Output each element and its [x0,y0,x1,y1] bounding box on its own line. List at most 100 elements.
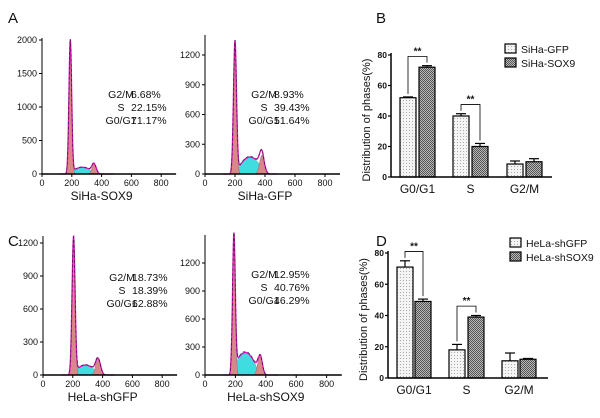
bar [519,358,537,379]
legend-label: HeLa-shGFP [526,238,587,250]
y-tick-label: 600 [185,314,200,324]
x-tick-label: 800 [155,379,170,389]
y-tick-label: 1500 [17,69,37,79]
y-tick-label: 80 [375,248,385,258]
y-tick-label: 40 [378,111,388,121]
significance-label: ** [414,47,422,58]
phase-label: S [118,285,125,297]
x-tick-label: 400 [94,178,109,188]
category-label: S [462,383,470,397]
x-tick-label: 200 [64,178,79,188]
y-axis-label: Distribution of phases(%) [358,258,370,381]
y-tick-label: 300 [185,342,200,352]
panel-label: A [8,10,18,27]
phase-value: 18.39% [132,285,168,297]
y-tick-label: 900 [185,80,200,90]
legend-swatch [504,57,517,68]
bar [396,266,414,379]
y-tick-label: 0 [382,172,387,182]
y-tick-label: 1200 [18,238,38,248]
significance-bracket [404,251,424,297]
data-line [223,40,277,175]
significance-bracket [460,104,481,141]
legend-label: SiHa-SOX9 [521,58,575,70]
phase-value: 71.17% [131,115,167,127]
phase-label: G2/M [108,89,134,101]
x-tick-label: 600 [289,379,304,389]
y-tick-label: 1200 [180,50,200,60]
bar [506,163,524,178]
y-tick-label: 20 [375,342,385,352]
category-label: G2/M [510,182,539,196]
y-tick-label: 2000 [17,35,37,45]
panel-label: C [8,233,19,250]
phase-value: 62.88% [132,298,168,310]
data-line [59,39,114,175]
y-tick-label: 300 [185,139,200,149]
bar [414,300,432,379]
y-tick-label: 60 [375,279,385,289]
legend-swatch [509,237,522,248]
x-tick-label: 0 [40,379,45,389]
category-label: S [466,182,474,196]
phase-value: 12.95% [274,269,310,281]
significance-label: ** [467,95,475,106]
bar [471,145,489,178]
x-axis-label: HeLa-shGFP [68,390,138,404]
legend-swatch [509,251,522,262]
bar [448,349,466,379]
x-tick-label: 0 [202,379,207,389]
y-tick-label: 900 [23,271,38,281]
phase-value: 8.93% [274,89,304,101]
bar [452,115,470,178]
x-tick-label: 800 [319,379,334,389]
x-axis-label: HeLa-shSOX9 [227,390,305,404]
phase-value: 51.64% [274,115,310,127]
x-tick-label: 200 [65,379,80,389]
y-tick-label: 300 [23,337,38,347]
bar [501,360,519,379]
phase-value: 6.68% [131,89,161,101]
bar [525,161,543,178]
x-tick-label: 600 [125,379,140,389]
y-tick-label: 60 [378,81,388,91]
category-label: G0/G1 [400,182,436,196]
phase-label: G2/M [109,272,135,284]
x-tick-label: 0 [202,178,207,188]
y-tick-label: 0 [379,373,384,383]
x-tick-label: 400 [258,379,273,389]
phase-label: G0/G1 [249,295,280,307]
y-tick-label: 0 [195,169,200,179]
y-tick-label: 0 [195,370,200,380]
y-tick-label: 600 [23,304,38,314]
x-tick-label: 800 [154,178,169,188]
category-label: G0/G1 [396,383,432,397]
phase-label: G0/G1 [249,115,280,127]
x-tick-label: 800 [317,178,332,188]
y-tick-label: 20 [378,142,388,152]
y-tick-label: 40 [375,311,385,321]
phase-value: 22.15% [131,102,167,114]
phase-label: S [117,102,124,114]
phase-label: G0/G1 [107,298,138,310]
y-tick-label: 1200 [180,258,200,268]
y-tick-label: 900 [185,286,200,296]
y-tick-label: 0 [33,370,38,380]
panel-label: D [376,233,387,250]
fit-line [223,40,277,175]
phase-label: G2/M [251,269,277,281]
y-tick-label: 500 [22,136,37,146]
bar [399,97,417,178]
x-axis-label: SiHa-GFP [238,189,293,203]
phase-value: 46.29% [274,295,310,307]
x-tick-label: 200 [228,379,243,389]
x-tick-label: 400 [95,379,110,389]
phase-label: S [260,102,267,114]
x-tick-label: 600 [124,178,139,188]
phase-value: 18.73% [132,272,168,284]
phase-value: 40.76% [274,282,310,294]
phase-label: S [260,282,267,294]
significance-label: ** [463,296,471,307]
bar [418,66,436,178]
